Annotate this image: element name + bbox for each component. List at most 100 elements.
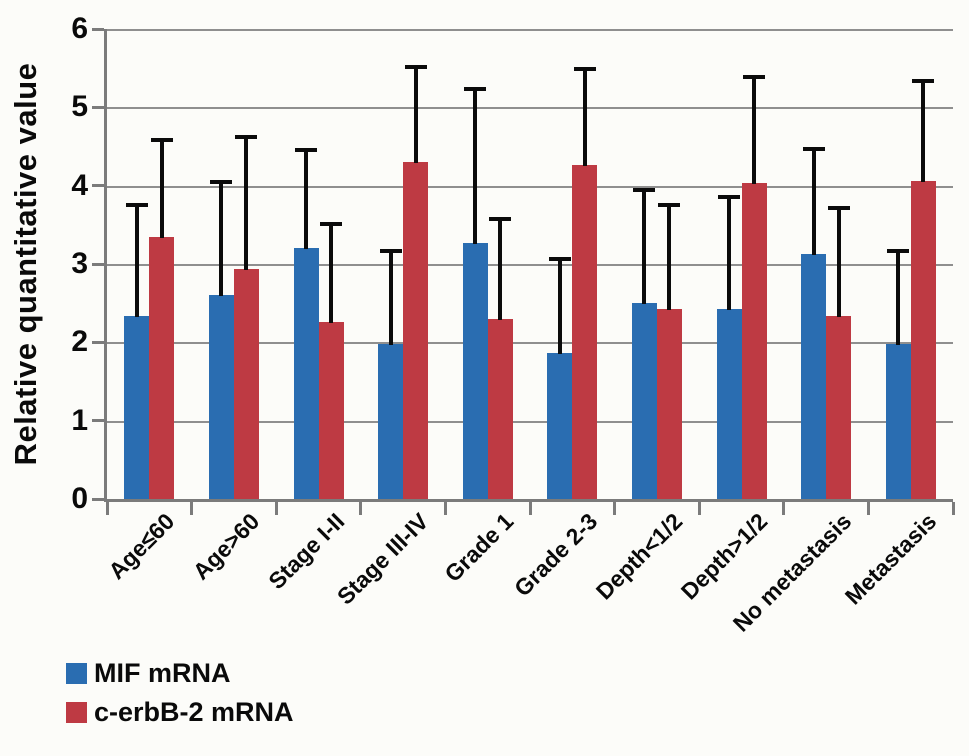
y-tick-label: 3 (71, 247, 88, 280)
error-bar-cap (150, 138, 173, 143)
error-bar-whisker (413, 67, 418, 164)
legend-swatch-cerbb2-icon (66, 701, 87, 723)
error-bar-whisker (667, 205, 672, 310)
error-bar-cap (802, 146, 825, 151)
bar-cerbb2 (910, 180, 936, 499)
error-bar-whisker (498, 219, 503, 320)
error-bar-whisker (244, 137, 249, 271)
error-bar-whisker (329, 224, 333, 323)
x-tick (528, 502, 532, 515)
bar-mif (547, 352, 573, 499)
x-tick (274, 502, 278, 515)
error-bar-whisker (836, 208, 841, 318)
bar-mif (462, 242, 488, 499)
legend-label: c-erbB-2 mRNA (94, 697, 294, 727)
legend-swatch-mif-icon (66, 662, 87, 684)
x-tick (951, 502, 955, 515)
y-tick (92, 262, 104, 266)
error-bar-cap (548, 256, 571, 261)
x-tick (782, 502, 786, 515)
gridline (107, 107, 953, 110)
y-tick-label: 6 (71, 12, 88, 45)
error-bar-cap (235, 135, 258, 140)
error-bar-whisker (388, 250, 393, 345)
bar-cerbb2 (656, 308, 682, 499)
error-bar-cap (912, 79, 935, 84)
error-bar-cap (320, 222, 342, 227)
x-tick (359, 502, 363, 515)
x-tick (697, 502, 701, 515)
error-bar-whisker (642, 189, 647, 305)
x-tick (443, 502, 447, 515)
legend: MIF mRNA c-erbB-2 mRNA (66, 658, 294, 736)
error-bar-whisker (896, 250, 901, 345)
y-tick (92, 184, 104, 188)
bar-mif (801, 253, 827, 499)
gridline (107, 264, 953, 266)
error-bar-cap (743, 74, 765, 79)
y-tick (92, 497, 104, 501)
bar-mif (293, 248, 319, 499)
bar-cerbb2 (741, 183, 767, 499)
legend-label: MIF mRNA (94, 658, 231, 688)
y-tick (92, 27, 104, 31)
error-bar-cap (658, 203, 681, 208)
bar-mif (631, 303, 657, 499)
x-tick (613, 502, 617, 515)
error-bar-whisker (219, 181, 224, 297)
error-bar-whisker (473, 89, 478, 244)
error-bar-cap (887, 248, 910, 253)
bar-cerbb2 (318, 321, 344, 499)
error-bar-whisker (727, 196, 731, 310)
plot-area (92, 27, 955, 515)
gridline (107, 342, 953, 345)
gridline (107, 29, 953, 31)
y-tick (92, 105, 104, 109)
error-bar-whisker (921, 81, 926, 182)
y-tick-label: 2 (71, 325, 88, 359)
legend-item: MIF mRNA (66, 658, 294, 688)
bar-cerbb2 (487, 318, 513, 499)
x-tick (105, 502, 109, 515)
bar-cerbb2 (403, 162, 429, 499)
bar-cerbb2 (233, 269, 259, 499)
y-tick (92, 419, 104, 423)
bar-cerbb2 (826, 316, 852, 499)
error-bar-cap (210, 179, 233, 184)
error-bar-cap (573, 66, 596, 71)
error-bar-cap (379, 248, 402, 253)
y-tick-label: 0 (71, 482, 88, 515)
x-tick (866, 502, 870, 515)
y-axis-title: Relative quantitative value (8, 62, 43, 466)
error-bar-cap (827, 206, 850, 211)
gridline (107, 420, 953, 423)
y-tick-label: 4 (71, 168, 88, 202)
error-bar-cap (464, 87, 487, 92)
error-bar-cap (489, 217, 512, 222)
bar-mif (208, 295, 234, 499)
y-tick-label: 1 (71, 403, 88, 437)
y-tick-label: 5 (71, 90, 88, 124)
error-bar-whisker (582, 68, 587, 167)
bar-cerbb2 (572, 165, 598, 499)
error-bar-whisker (557, 258, 562, 354)
bar-mif (885, 343, 911, 499)
error-bar-cap (125, 203, 148, 208)
bar-mif (378, 343, 404, 499)
bar-cerbb2 (149, 236, 175, 499)
gridline (107, 185, 953, 188)
bar-mif (124, 316, 150, 499)
bar-mif (716, 308, 742, 499)
x-axis-label: Metastasis (839, 508, 942, 610)
error-bar-whisker (811, 148, 816, 255)
error-bar-whisker (304, 149, 308, 250)
error-bar-cap (718, 194, 740, 199)
error-bar-whisker (752, 76, 756, 185)
legend-item: c-erbB-2 mRNA (66, 697, 294, 727)
x-tick (190, 502, 194, 515)
error-bar-cap (633, 187, 656, 192)
error-bar-cap (295, 147, 317, 152)
error-bar-whisker (134, 205, 139, 318)
y-tick (92, 340, 104, 344)
